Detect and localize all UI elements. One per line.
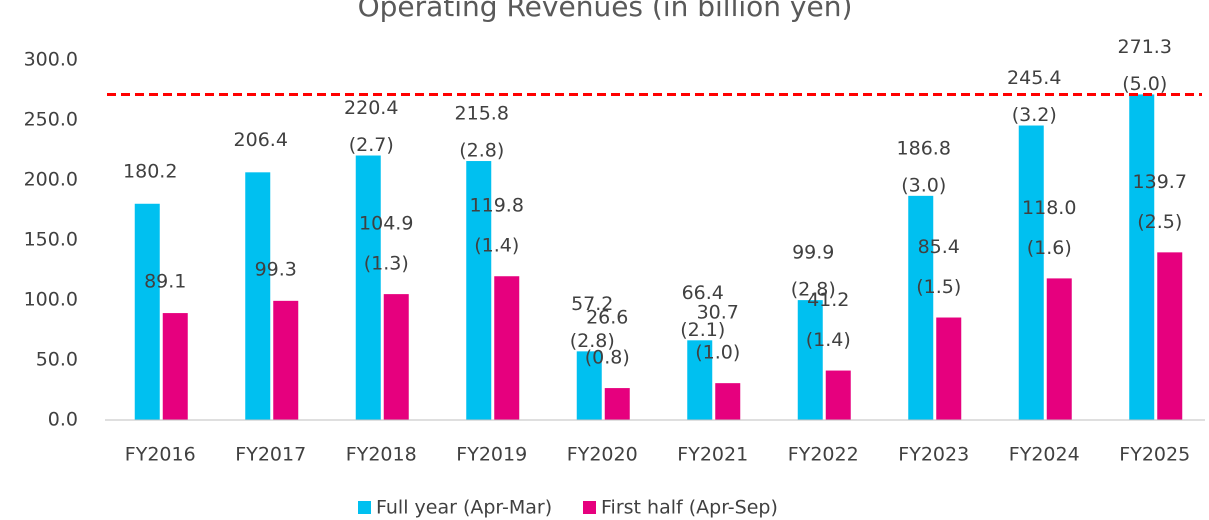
data-label: 119.8 — [470, 195, 524, 217]
data-label: 206.4 — [234, 129, 288, 151]
data-label: 215.8 — [455, 103, 509, 125]
x-tick-label: FY2016 — [125, 444, 196, 466]
y-tick-label: 50.0 — [36, 349, 78, 371]
data-note: (1.4) — [474, 235, 519, 257]
bar — [1046, 278, 1072, 420]
bar — [936, 317, 962, 420]
bar — [715, 383, 741, 420]
bar — [1018, 125, 1044, 421]
data-label: 180.2 — [123, 160, 177, 182]
bar — [466, 161, 492, 421]
x-tick-label: FY2018 — [346, 444, 417, 466]
data-label: 30.7 — [697, 302, 739, 324]
data-note: (1.0) — [695, 342, 740, 364]
chart-title: Operating Revenues (in billion yen) — [358, 0, 853, 23]
x-tick-label: FY2017 — [235, 444, 306, 466]
bar — [825, 370, 851, 420]
data-note: (2.8) — [459, 140, 504, 162]
y-tick-label: 100.0 — [24, 289, 78, 311]
x-tick-label: FY2023 — [898, 444, 969, 466]
data-label: 99.9 — [792, 242, 834, 264]
data-label: 26.6 — [586, 307, 628, 329]
data-label: 57.2 — [571, 293, 613, 315]
bar — [1129, 94, 1155, 420]
bar — [355, 155, 381, 420]
legend-label: First half (Apr-Sep) — [601, 497, 778, 519]
data-label: 139.7 — [1133, 171, 1187, 193]
y-tick-label: 300.0 — [24, 49, 78, 71]
data-label: 271.3 — [1118, 36, 1172, 58]
data-note: (2.8) — [791, 279, 836, 301]
legend-label: Full year (Apr-Mar) — [376, 497, 552, 519]
data-label: 99.3 — [255, 258, 297, 280]
data-label: 220.4 — [344, 97, 398, 119]
legend-swatch — [583, 501, 596, 514]
data-label: 41.2 — [807, 289, 849, 311]
x-tick-label: FY2020 — [567, 444, 638, 466]
data-note: (5.0) — [1122, 73, 1167, 95]
data-label: 104.9 — [359, 213, 413, 235]
data-note: (2.8) — [570, 330, 615, 352]
bar — [134, 203, 160, 420]
data-note: (0.8) — [585, 347, 630, 369]
data-label: 66.4 — [682, 282, 724, 304]
bar — [245, 172, 271, 420]
data-note: (1.4) — [806, 329, 851, 351]
bar — [162, 313, 188, 420]
bar — [576, 351, 602, 420]
data-note: (3.0) — [901, 174, 946, 196]
y-tick-label: 0.0 — [48, 409, 78, 431]
bar — [494, 276, 520, 420]
data-label: 186.8 — [897, 137, 951, 159]
bar — [797, 300, 823, 420]
data-label: 245.4 — [1007, 67, 1061, 89]
bar — [908, 195, 934, 420]
bar — [1157, 252, 1183, 420]
y-tick-label: 250.0 — [24, 109, 78, 131]
data-label: 118.0 — [1022, 197, 1076, 219]
bar — [687, 340, 713, 420]
bar — [273, 300, 299, 420]
data-note: (1.6) — [1027, 237, 1072, 259]
bar — [383, 294, 409, 420]
data-note: (3.2) — [1012, 104, 1057, 126]
data-note: (2.1) — [680, 319, 725, 341]
bar — [604, 388, 630, 420]
data-note: (1.3) — [364, 253, 409, 275]
data-note: (2.7) — [349, 134, 394, 156]
y-tick-label: 150.0 — [24, 229, 78, 251]
x-tick-label: FY2022 — [788, 444, 859, 466]
data-label: 85.4 — [918, 236, 960, 258]
x-tick-label: FY2025 — [1119, 444, 1190, 466]
x-tick-label: FY2019 — [456, 444, 527, 466]
legend-swatch — [358, 501, 371, 514]
data-note: (1.5) — [916, 276, 961, 298]
data-note: (2.5) — [1137, 211, 1182, 233]
data-label: 89.1 — [144, 271, 186, 293]
x-tick-label: FY2024 — [1009, 444, 1080, 466]
y-tick-label: 200.0 — [24, 169, 78, 191]
x-tick-label: FY2021 — [677, 444, 748, 466]
